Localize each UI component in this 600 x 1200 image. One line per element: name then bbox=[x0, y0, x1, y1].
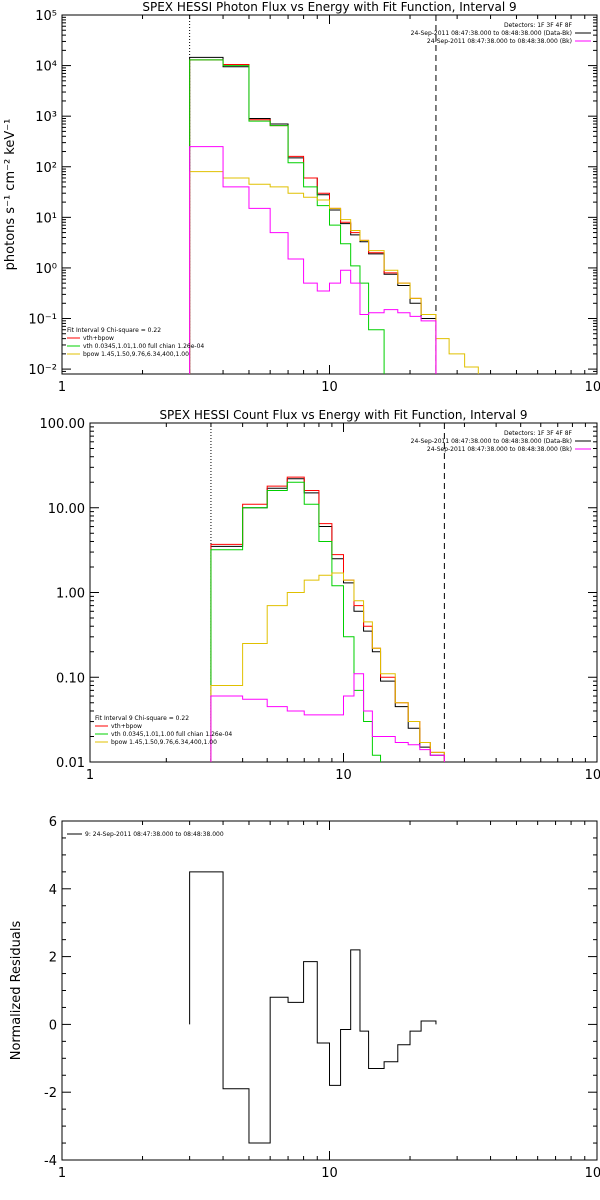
panel1-ylabel: photons s⁻¹ cm⁻² keV⁻¹ bbox=[3, 119, 18, 271]
panel1-ytick-label: 10⁵ bbox=[35, 9, 57, 24]
panel1-legend-top-right-text: Detectors: 1F 3F 4F 8F bbox=[504, 22, 573, 29]
panel2-ytick-label: 100.00 bbox=[40, 417, 86, 432]
panel1-series-data-bk bbox=[189, 56, 437, 374]
panel2-xtick-label: 1 bbox=[86, 768, 94, 783]
panel3-xtick-label: 100 bbox=[585, 1166, 600, 1181]
panel2-ytick-label: 1.00 bbox=[56, 587, 85, 602]
panel1-ytick-label: 10¹ bbox=[35, 211, 57, 226]
panel2-series-bpow bbox=[210, 572, 445, 762]
panel3-legend-top-left-text: 9: 24-Sep-2011 08:47:38.000 to 08:48:38.… bbox=[85, 831, 224, 838]
panel1-legend-top-right-text: 24-Sep-2011 08:47:38.000 to 08:48:38.000… bbox=[427, 38, 572, 45]
panel1-legend-bottom-left-text: vth+bpow bbox=[83, 335, 114, 342]
panel2-ytick-label: 0.10 bbox=[56, 671, 85, 686]
panel2-ytick-label: 0.01 bbox=[56, 756, 85, 771]
panel3-ytick-label: 6 bbox=[49, 815, 57, 830]
panel1-legend-top-right-text: 24-Sep-2011 08:47:38.000 to 08:48:38.000… bbox=[411, 30, 572, 37]
panel2-xtick-label: 10 bbox=[335, 768, 352, 783]
panel3-ytick-label: 4 bbox=[49, 883, 57, 898]
panel1-legend-bottom-left-text: vth 0.0345,1.01,1.00 full chian 1.26e-04 bbox=[83, 343, 204, 350]
panel2-legend-top-right-text: 24-Sep-2011 08:47:38.000 to 08:48:38.000… bbox=[427, 446, 572, 453]
panel1-title: SPEX HESSI Photon Flux vs Energy with Fi… bbox=[142, 0, 516, 14]
panel1-ytick-label: 10⁻² bbox=[28, 363, 57, 378]
panel1-ytick-label: 10⁻¹ bbox=[28, 313, 57, 328]
panel1-series-vth-bpow bbox=[189, 59, 437, 374]
panel2-ytick-label: 10.00 bbox=[48, 502, 85, 517]
panel3-ytick-label: -4 bbox=[44, 1154, 57, 1169]
panel3-xtick-label: 10 bbox=[321, 1166, 338, 1181]
panel2-legend-bottom-left-text: Fit Interval 9 Chi-square = 0.22 bbox=[95, 715, 189, 722]
panel3-ytick-label: -2 bbox=[44, 1086, 57, 1101]
panel1-ytick-label: 10² bbox=[35, 161, 57, 176]
panel1-ytick-label: 10⁴ bbox=[35, 60, 57, 75]
panel2-legend-bottom-left-text: bpow 1.45,1.50,9.76,6.34,400,1.00 bbox=[111, 739, 217, 746]
panel2-legend-top-right-text: Detectors: 1F 3F 4F 8F bbox=[504, 430, 573, 437]
panel2-title: SPEX HESSI Count Flux vs Energy with Fit… bbox=[159, 408, 527, 422]
panel2-series-data-bk bbox=[210, 478, 445, 762]
panel2-series-vth bbox=[210, 481, 382, 762]
panel2-legend-bottom-left-text: vth+bpow bbox=[111, 723, 142, 730]
panel3-ytick-label: 2 bbox=[49, 951, 57, 966]
panel1-xtick-label: 10 bbox=[321, 380, 338, 395]
panel2-legend-bottom-left-text: vth 0.0345,1.01,1.00 full chian 1.26e-04 bbox=[111, 731, 232, 738]
panel3-ytick-label: 0 bbox=[49, 1018, 57, 1033]
panel3-series-9-24-sep-2011-08-47-38-000-to-08-48-38-000 bbox=[189, 871, 437, 1144]
panel1-legend-bottom-left-text: Fit Interval 9 Chi-square = 0.22 bbox=[67, 327, 161, 334]
panel1-series-vth bbox=[189, 59, 385, 374]
panel2-series-vth-bpow bbox=[210, 476, 445, 762]
panel3-frame bbox=[61, 820, 598, 1161]
panel1-ytick-label: 10⁰ bbox=[35, 262, 57, 277]
panel1-xtick-label: 100 bbox=[585, 380, 600, 395]
panel2-legend-top-right-text: 24-Sep-2011 08:47:38.000 to 08:48:38.000… bbox=[411, 438, 572, 445]
panel1-legend-bottom-left-text: bpow 1.45,1.50,9.76,6.34,400,1.00 bbox=[83, 351, 189, 358]
panel3-ylabel: Normalized Residuals bbox=[9, 921, 24, 1061]
panel2-xtick-label: 100 bbox=[585, 768, 600, 783]
panel1-series-bpow bbox=[189, 171, 479, 374]
panel1-xtick-label: 1 bbox=[58, 380, 66, 395]
panel1-ytick-label: 10³ bbox=[35, 110, 57, 125]
panel2-series-bk bbox=[210, 673, 445, 762]
panel3-xtick-label: 1 bbox=[58, 1166, 66, 1181]
panel1-series-bk bbox=[189, 146, 437, 374]
